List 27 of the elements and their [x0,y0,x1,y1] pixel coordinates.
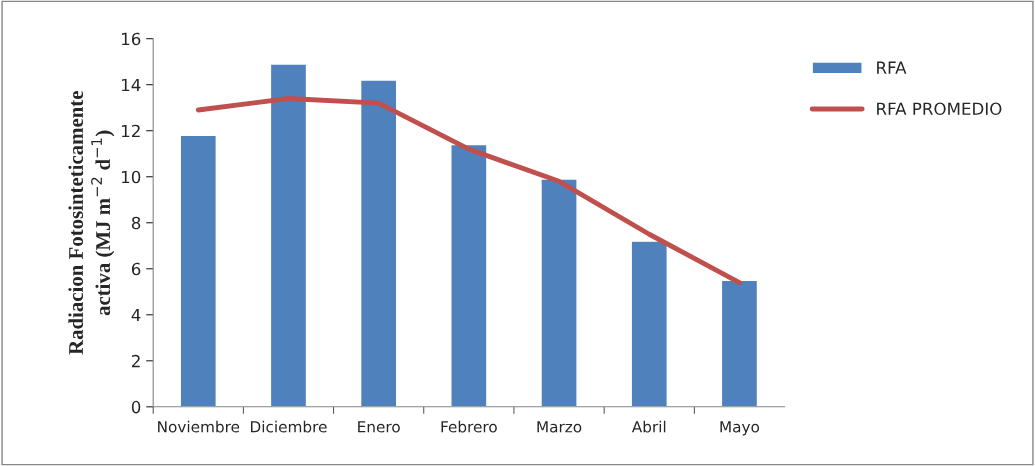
y-tick-label: 6 [131,262,141,276]
bar [630,240,668,407]
y-axis-title: Radiacion Fotosinteticamente activa (MJ m$^{−2}$ d$^{−1}$) [68,91,115,355]
legend-label: RFA PROMEDIO [877,102,1002,116]
x-tick-label: Febrero [441,420,497,433]
y-tick-label: 14 [122,78,141,92]
bar [720,279,759,407]
y-tick-label: 16 [122,32,141,46]
y-tick-label: 10 [122,170,141,184]
bar [359,79,398,407]
y-tick-label: 2 [131,354,140,368]
bar [269,63,308,407]
bar [179,134,218,407]
y-tick-label: 12 [122,124,140,138]
x-tick-label: Mayo [720,421,760,436]
y-tick-label: 0 [131,400,141,414]
line-series [195,96,742,285]
x-tick-label: Marzo [537,421,582,433]
legend-label: RFA [877,61,907,74]
x-tick-label: Diciembre [250,420,327,433]
x-tick-label: Enero [358,421,400,433]
bar [540,178,578,407]
y-tick-label: 4 [131,308,141,322]
x-tick-label: Abril [631,420,666,433]
bar [450,143,488,407]
y-tick-label: 8 [131,216,141,230]
x-tick-label: Noviembre [158,420,240,433]
